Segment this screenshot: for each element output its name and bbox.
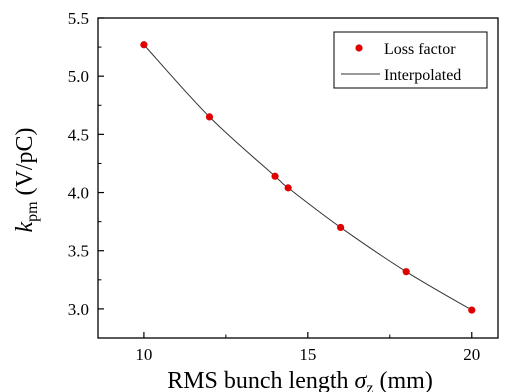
loss-factor-point: [271, 172, 279, 180]
plot-area: [97, 17, 499, 339]
loss-factor-points-layer: [140, 41, 476, 314]
legend: Loss factor Interpolated: [333, 31, 488, 89]
x-tick-label: 20: [463, 345, 480, 364]
y-axis-label-unit: (V/pC): [12, 127, 38, 201]
y-axis-label-symbol: k: [12, 222, 38, 233]
loss-factor-point: [284, 184, 292, 192]
x-tick-label: 10: [135, 345, 152, 364]
plot-frame: [97, 17, 499, 339]
y-axis-label-subscript: pm: [24, 201, 41, 222]
x-axis-label-subscript: z: [366, 380, 373, 392]
loss-factor-point: [468, 306, 476, 314]
y-tick-label: 4.5: [68, 125, 89, 144]
legend-label-loss-factor: Loss factor: [384, 41, 456, 58]
loss-factor-point: [337, 223, 345, 232]
y-axis-ticks: 3.0 3.5 4.0 4.5 5.0 5.5: [68, 9, 104, 319]
x-axis-ticks: 10 15 20: [135, 332, 480, 364]
y-tick-label: 3.5: [68, 242, 89, 261]
y-tick-label: 3.0: [68, 300, 89, 319]
y-tick-label: 4.0: [68, 184, 89, 203]
x-axis-label-symbol: σ: [355, 368, 368, 392]
legend-label-interpolated: Interpolated: [384, 67, 461, 84]
loss-factor-point: [205, 113, 214, 121]
loss-factor-point: [402, 268, 410, 276]
y-tick-label: 5.0: [68, 67, 89, 86]
legend-box: [333, 31, 488, 89]
y-axis-label: kpm (V/pC): [12, 127, 41, 232]
y-tick-label: 5.5: [68, 9, 89, 28]
x-axis-label: RMS bunch length σz (mm): [167, 368, 433, 392]
x-tick-label: 15: [299, 345, 316, 364]
x-axis-label-main: RMS bunch length: [167, 368, 354, 392]
loss-factor-point: [140, 41, 148, 49]
x-axis-label-unit: (mm): [373, 368, 432, 392]
legend-marker-loss-factor: [355, 44, 363, 52]
